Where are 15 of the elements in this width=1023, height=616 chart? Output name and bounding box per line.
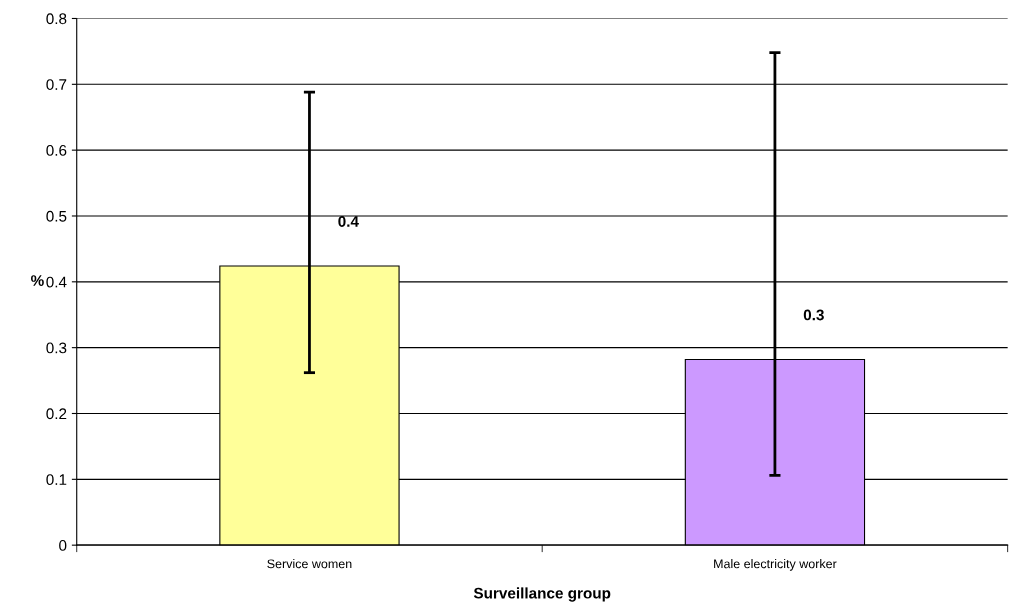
y-tick-label: 0.3 bbox=[46, 342, 67, 354]
y-tick-label: 0.8 bbox=[46, 13, 67, 25]
y-tick-label: 0.2 bbox=[46, 408, 67, 420]
y-tick-label: 0.5 bbox=[46, 210, 67, 222]
y-tick-label: 0.1 bbox=[46, 474, 67, 486]
y-axis-title: % bbox=[31, 275, 44, 286]
y-tick-label: 0.4 bbox=[46, 276, 67, 288]
y-tick-label: 0.6 bbox=[46, 145, 67, 156]
y-tick-label: 0.7 bbox=[46, 79, 67, 90]
data-label: 0.4 bbox=[338, 216, 359, 227]
x-tick-label: Male electricity worker bbox=[714, 559, 837, 571]
data-label: 0.3 bbox=[803, 309, 824, 321]
x-tick-label: Service women bbox=[267, 559, 352, 569]
y-tick-label: 0 bbox=[59, 540, 67, 551]
x-axis-title: Surveillance group bbox=[473, 587, 611, 602]
